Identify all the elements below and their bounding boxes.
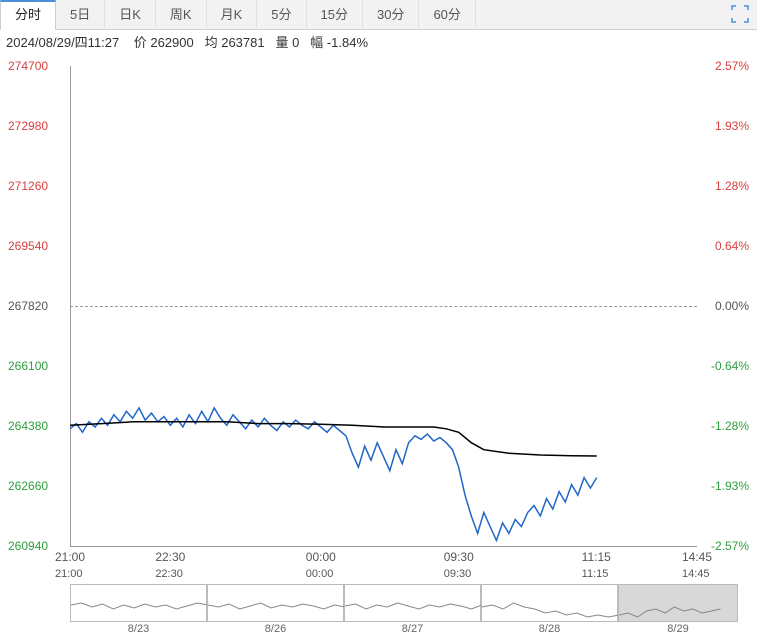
tab-weekk[interactable]: 周K [156, 0, 207, 30]
chart-svg [70, 66, 697, 546]
x-label: 00:00 [306, 550, 336, 564]
info-vol-label: 量 [275, 35, 288, 50]
mini-x-label: 22:30 [155, 568, 183, 580]
tab-monthk[interactable]: 月K [207, 0, 258, 30]
info-avg-label: 均 [205, 35, 218, 50]
x-label: 09:30 [444, 550, 474, 564]
y-left-label: 269540 [8, 240, 48, 252]
tab-realtime[interactable]: 分时 [0, 0, 56, 30]
y-right-label: 0.64% [715, 240, 749, 252]
x-label: 11:15 [582, 550, 611, 564]
mini-box-label: 8/27 [345, 623, 480, 635]
y-right-label: -1.93% [711, 480, 749, 492]
mini-chart[interactable]: 21:0022:3000:0009:3011:1514:458/238/268/… [0, 566, 757, 631]
y-right-label: -0.64% [711, 360, 749, 372]
tab-30min[interactable]: 30分 [363, 0, 419, 30]
y-right-label: 1.28% [715, 180, 749, 192]
mini-x-label: 14:45 [682, 568, 710, 580]
info-avg: 263781 [221, 35, 264, 50]
y-left-label: 274700 [8, 60, 48, 72]
mini-box[interactable]: 8/23 [70, 584, 207, 622]
price-line [70, 408, 597, 541]
info-bar: 2024/08/29/四11:27 价 262900 均 263781 量 0 … [0, 30, 757, 56]
y-right-label: 1.93% [715, 120, 749, 132]
mini-box-label: 8/28 [482, 623, 617, 635]
tab-15min[interactable]: 15分 [307, 0, 363, 30]
y-left-label: 264380 [8, 420, 48, 432]
mini-box[interactable]: 8/26 [207, 584, 344, 622]
mini-box-label: 8/26 [208, 623, 343, 635]
y-right-label: 0.00% [715, 300, 749, 312]
tab-5day[interactable]: 5日 [56, 0, 105, 30]
y-left-label: 267820 [8, 300, 48, 312]
y-right-label: -2.57% [711, 540, 749, 552]
avg-line [70, 422, 597, 456]
tab-5min[interactable]: 5分 [257, 0, 306, 30]
info-datetime: 2024/08/29/四11:27 [6, 35, 119, 50]
chart-area[interactable]: 274700 2.57% 272980 1.93% 271260 1.28% 269540 0… [0, 56, 757, 566]
y-left-label: 262660 [8, 480, 48, 492]
mini-box-label: 8/23 [71, 623, 206, 635]
stock-chart-container: 分时 5日 日K 周K 月K 5分 15分 30分 60分 2024/08/29… [0, 0, 757, 631]
mini-box[interactable]: 8/28 [481, 584, 618, 622]
y-left-label: 272980 [8, 120, 48, 132]
x-label: 14:45 [682, 550, 712, 564]
mini-x-label: 09:30 [444, 568, 472, 580]
info-price-label: 价 [134, 35, 147, 50]
mini-svg [482, 585, 619, 621]
y-left-label: 260940 [8, 540, 48, 552]
mini-x-label: 00:00 [306, 568, 334, 580]
info-pct: -1.84% [327, 35, 368, 50]
y-right-label: 2.57% [715, 60, 749, 72]
y-right-label: -1.28% [711, 420, 749, 432]
mini-x-label: 21:00 [55, 568, 83, 580]
info-pct-label: 幅 [310, 35, 323, 50]
expand-icon[interactable] [731, 5, 749, 23]
tab-60min[interactable]: 60分 [419, 0, 475, 30]
mini-svg [345, 585, 482, 621]
mini-box[interactable]: 8/29 [618, 584, 738, 622]
x-axis-line [70, 546, 697, 547]
x-label: 21:00 [55, 550, 85, 564]
mini-svg [71, 585, 208, 621]
tab-bar: 分时 5日 日K 周K 月K 5分 15分 30分 60分 [0, 0, 757, 30]
mini-svg [208, 585, 345, 621]
mini-x-label: 11:15 [582, 568, 609, 580]
y-left-label: 271260 [8, 180, 48, 192]
y-left-label: 266100 [8, 360, 48, 372]
info-vol: 0 [292, 35, 299, 50]
mini-box[interactable]: 8/27 [344, 584, 481, 622]
mini-box-label: 8/29 [619, 623, 737, 635]
tab-dayk[interactable]: 日K [105, 0, 156, 30]
x-label: 22:30 [155, 550, 185, 564]
info-price: 262900 [150, 35, 193, 50]
mini-svg [619, 585, 739, 621]
